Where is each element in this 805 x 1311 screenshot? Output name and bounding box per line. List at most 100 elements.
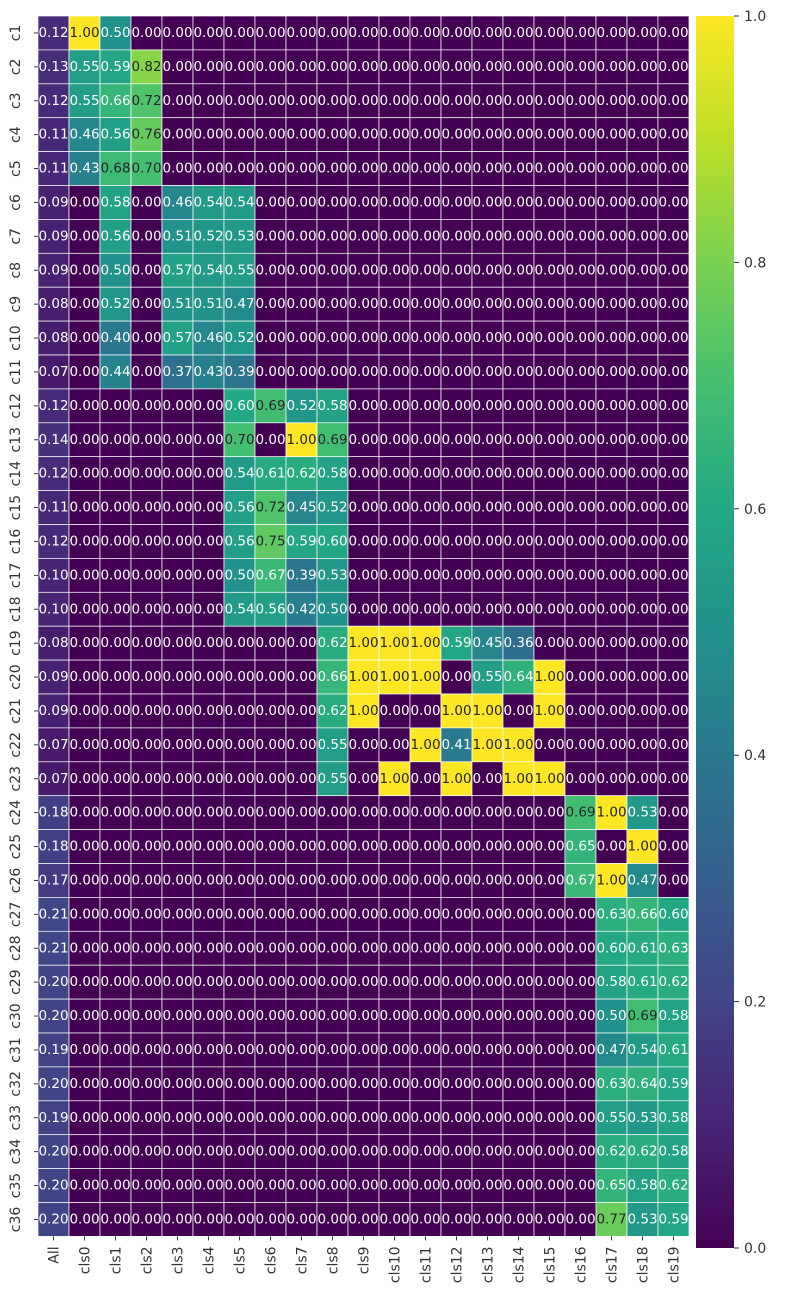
row-tick-label: c13: [8, 427, 24, 453]
cell-value-label: 0.62: [658, 974, 688, 990]
heatmap-cell: [564, 490, 597, 525]
cell-value-label: 0.00: [224, 906, 254, 922]
cell-value-label: 0.11: [38, 161, 68, 177]
cell-value-label: 0.12: [38, 25, 68, 41]
heatmap-cell: [378, 151, 411, 186]
heatmap-cell: [254, 558, 287, 593]
heatmap-cell: [68, 761, 101, 797]
cell-value-label: 0.55: [69, 93, 99, 109]
cell-value-label: 0.00: [379, 127, 409, 143]
heatmap-cell: [161, 591, 194, 627]
cell-value-label: 0.00: [69, 839, 99, 855]
cell-value-label: 0.41: [441, 737, 471, 753]
cell-value-label: 0.00: [565, 364, 595, 380]
cell-value-label: 0.00: [348, 161, 378, 177]
cell-value-label: 0.00: [348, 296, 378, 312]
heatmap-cell: [347, 354, 380, 390]
heatmap-cell: [409, 185, 442, 220]
heatmap-cell: [316, 930, 349, 966]
heatmap-cell: [130, 659, 163, 695]
heatmap-cell: [626, 930, 659, 966]
cell-value-label: 0.00: [565, 737, 595, 753]
heatmap-cell: [657, 219, 690, 254]
cell-value-label: 0.00: [131, 906, 161, 922]
cell-value-label: 0.00: [255, 1042, 285, 1058]
cell-value-label: 0.00: [658, 771, 688, 787]
cell-value-label: 0.00: [379, 974, 409, 990]
cell-value-label: 0.00: [286, 93, 316, 109]
row-tick-label: c22: [8, 732, 24, 758]
heatmap-cell: [533, 1134, 566, 1169]
heatmap-cell: [130, 490, 163, 525]
cell-value-label: 0.00: [69, 1144, 99, 1160]
cell-value-label: 0.45: [472, 635, 502, 651]
cell-value-label: 0.50: [317, 601, 347, 617]
cell-value-label: 0.70: [131, 161, 161, 177]
cell-value-label: 0.00: [348, 839, 378, 855]
heatmap-cell: [564, 1202, 597, 1237]
heatmap-cell: [626, 1202, 659, 1237]
heatmap-cell: [223, 727, 256, 763]
cell-value-label: 0.00: [255, 940, 285, 956]
heatmap-cell: [68, 320, 101, 356]
column-tick-label: cls1: [109, 1246, 125, 1274]
heatmap-cell: [378, 1134, 411, 1169]
cell-value-label: 0.00: [379, 500, 409, 516]
heatmap-cell: [378, 591, 411, 627]
cell-value-label: 0.00: [534, 296, 564, 312]
heatmap-cell: [161, 930, 194, 966]
cell-value-label: 0.00: [503, 500, 533, 516]
heatmap-cell: [595, 286, 628, 322]
heatmap-cell: [409, 998, 442, 1034]
heatmap-cell: [347, 558, 380, 593]
row-tick-label: c18: [8, 596, 24, 622]
heatmap-cell: [657, 795, 690, 830]
row-tick-label: c7: [8, 228, 24, 245]
cell-value-label: 0.00: [348, 872, 378, 888]
cell-value-label: 0.00: [627, 500, 657, 516]
cell-value-label: 0.00: [534, 330, 564, 346]
cell-value-label: 0.00: [255, 635, 285, 651]
cell-value-label: 0.00: [596, 669, 626, 685]
heatmap-cell: [409, 320, 442, 356]
cell-value-label: 0.00: [348, 262, 378, 278]
heatmap-cell: [378, 1202, 411, 1237]
cell-value-label: 0.00: [131, 567, 161, 583]
heatmap-cell: [130, 117, 163, 152]
row-tick-label: c24: [8, 800, 24, 826]
cell-value-label: 0.00: [472, 228, 502, 244]
cell-value-label: 0.00: [162, 432, 192, 448]
cell-value-label: 0.00: [162, 1144, 192, 1160]
cell-value-label: 1.00: [472, 737, 502, 753]
heatmap-cell: [626, 286, 659, 322]
cell-value-label: 0.00: [410, 1178, 440, 1194]
cell-value-label: 0.00: [379, 737, 409, 753]
cell-value-label: 0.00: [534, 1178, 564, 1194]
column-tick-label: cls7: [295, 1246, 311, 1274]
cell-value-label: 0.00: [193, 1008, 223, 1024]
heatmap-cell: [533, 1066, 566, 1102]
heatmap-cell: [161, 727, 194, 763]
cell-value-label: 0.00: [286, 737, 316, 753]
cell-value-label: 0.00: [162, 1076, 192, 1092]
heatmap-cell: [471, 727, 504, 763]
cell-value-label: 0.00: [131, 771, 161, 787]
cell-value-label: 0.00: [658, 737, 688, 753]
heatmap-cell: [68, 625, 101, 661]
heatmap-cell: [285, 829, 318, 864]
heatmap-cell: [657, 388, 690, 424]
cell-value-label: 0.00: [162, 500, 192, 516]
row-tick-label: c31: [8, 1037, 24, 1063]
heatmap-cell: [626, 964, 659, 1000]
cell-value-label: 0.00: [348, 906, 378, 922]
heatmap-cell: [626, 727, 659, 763]
heatmap-cell: [161, 117, 194, 152]
heatmap-cell: [37, 1134, 70, 1169]
heatmap-cell: [99, 185, 132, 220]
cell-value-label: 0.00: [410, 262, 440, 278]
cell-value-label: 0.00: [503, 839, 533, 855]
heatmap-cell: [595, 863, 628, 898]
heatmap-cell: [192, 930, 225, 966]
heatmap-cell: [409, 524, 442, 559]
cell-value-label: 0.00: [410, 296, 440, 312]
